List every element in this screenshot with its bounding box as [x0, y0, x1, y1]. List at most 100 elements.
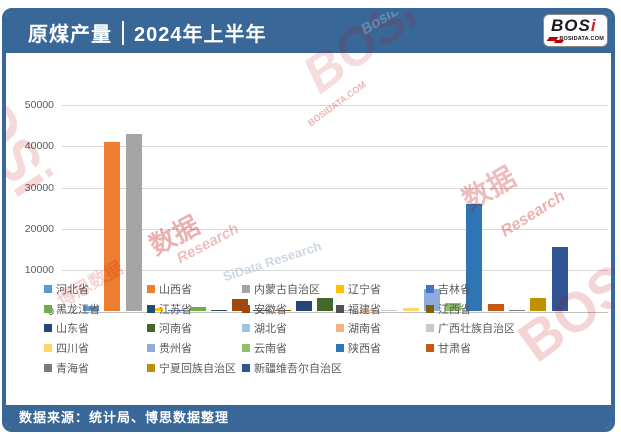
logo-text-bos: BOS	[551, 16, 591, 35]
legend-swatch-icon	[242, 284, 250, 293]
legend-item: 江西省	[426, 301, 611, 317]
chart-bar-14	[359, 310, 376, 312]
chart-bar-20	[487, 303, 504, 312]
legend-item: 山西省	[147, 281, 242, 297]
legend-label: 山东省	[56, 323, 89, 336]
legend-item: 甘肃省	[426, 340, 611, 356]
legend-swatch-icon	[242, 324, 250, 333]
legend-swatch-icon	[336, 343, 344, 352]
logo-text-i: i	[590, 16, 597, 35]
gridline	[62, 228, 608, 230]
header-bar: 原煤产量 2024年上半年	[6, 12, 611, 53]
chart-bar-6	[189, 306, 206, 312]
legend-label: 吉林省	[438, 283, 471, 296]
data-source-text: 数据来源：统计局、博思数据整理	[19, 410, 230, 425]
legend-item: 湖南省	[336, 320, 426, 336]
legend-label: 广西壮族自治区	[438, 323, 515, 336]
legend-label: 宁夏回族自治区	[159, 362, 236, 375]
legend-swatch-icon	[147, 363, 155, 372]
footer-bar: 数据来源：统计局、博思数据整理	[6, 405, 611, 428]
legend-label: 辽宁省	[348, 283, 381, 296]
legend-item: 新疆维吾尔自治区	[242, 360, 342, 376]
legend-item: 河北省	[44, 281, 147, 297]
legend-swatch-icon	[44, 284, 52, 293]
chart-bar-18	[445, 302, 462, 312]
y-axis-tick-label: 50000	[24, 99, 54, 111]
chart-bar-19	[466, 204, 483, 312]
legend-label: 甘肃省	[438, 342, 471, 355]
legend-label: 河北省	[56, 283, 89, 296]
legend-label: 山西省	[159, 283, 192, 296]
legend-swatch-icon	[147, 343, 155, 352]
legend-item: 四川省	[44, 340, 147, 356]
legend-label: 安徽省	[254, 303, 287, 316]
gridline	[62, 270, 608, 272]
page-title: 原煤产量 2024年上半年	[6, 18, 267, 47]
legend-label: 青海省	[56, 362, 89, 375]
legend-swatch-icon	[44, 304, 52, 313]
logo-bottom-row: BOSIDATA.COM	[546, 36, 605, 43]
legend-item: 云南省	[242, 340, 336, 356]
y-axis-tick-label: 20000	[24, 222, 54, 235]
legend-swatch-icon	[242, 304, 250, 313]
legend-swatch-icon	[147, 304, 155, 313]
legend-swatch-icon	[426, 324, 434, 333]
legend-swatch-icon	[426, 284, 434, 293]
legend-item: 宁夏回族自治区	[147, 360, 242, 376]
y-axis-tick-label: 10000	[24, 264, 54, 277]
legend-label: 湖北省	[254, 323, 287, 336]
chart-bar-15	[381, 310, 398, 312]
legend-swatch-icon	[426, 304, 434, 313]
gridline	[62, 187, 608, 189]
chart-bar-7	[210, 309, 227, 312]
bar-chart: 01000020000300004000050000	[6, 53, 611, 383]
title-right: 2024年上半年	[134, 24, 267, 46]
chart-bar-9	[253, 310, 270, 312]
chart-bar-13	[338, 310, 355, 312]
legend-item: 广西壮族自治区	[426, 320, 611, 336]
logo-domain-text: BOSIDATA.COM	[559, 36, 604, 42]
legend-item: 内蒙古自治区	[242, 281, 336, 297]
gridline	[62, 105, 608, 106]
gridline	[62, 146, 608, 148]
chart-bar-23	[551, 247, 568, 312]
legend-item: 湖北省	[242, 320, 336, 336]
legend-label: 江西省	[438, 303, 471, 316]
chart-bar-5	[168, 310, 185, 312]
chart-bar-1	[83, 306, 99, 312]
legend-item: 吉林省	[426, 281, 611, 297]
legend-swatch-icon	[242, 363, 250, 372]
legend-swatch-icon	[336, 324, 344, 333]
legend-item: 山东省	[44, 320, 147, 336]
x-axis-line	[62, 311, 608, 313]
legend-item: 福建省	[336, 301, 426, 317]
chart-bar-12	[317, 298, 334, 312]
chart-bar-11	[296, 300, 312, 312]
legend-label: 黑龙江省	[56, 303, 100, 316]
legend-label: 云南省	[254, 342, 287, 355]
legend-label: 内蒙古自治区	[254, 283, 320, 296]
chart-bar-2	[104, 142, 121, 312]
legend-label: 新疆维吾尔自治区	[254, 362, 342, 375]
legend-swatch-icon	[336, 284, 344, 293]
y-axis-tick-label: 30000	[24, 181, 54, 194]
legend-item: 安徽省	[242, 301, 336, 317]
bosi-logo: BOSi BOSIDATA.COM	[543, 14, 608, 47]
y-axis-tick-label: 40000	[24, 140, 54, 153]
legend-item: 河南省	[147, 320, 242, 336]
legend-label: 江苏省	[159, 303, 192, 316]
legend-item: 贵州省	[147, 340, 242, 356]
legend-item: 辽宁省	[336, 281, 426, 297]
legend-swatch-icon	[44, 324, 52, 333]
chart-bar-21	[509, 309, 525, 312]
legend-swatch-icon	[44, 343, 52, 352]
chart-bar-3	[125, 133, 142, 312]
report-card: 原煤产量 2024年上半年 BOSi BOSIDATA.COM 01000020…	[2, 8, 615, 432]
logo-wordmark: BOSi	[551, 16, 597, 36]
legend-swatch-icon	[44, 363, 52, 372]
chart-bar-16	[402, 308, 419, 312]
legend-item: 陕西省	[336, 340, 426, 356]
chart-bar-10	[274, 310, 291, 312]
legend-swatch-icon	[336, 304, 344, 313]
legend-swatch-icon	[426, 343, 434, 352]
